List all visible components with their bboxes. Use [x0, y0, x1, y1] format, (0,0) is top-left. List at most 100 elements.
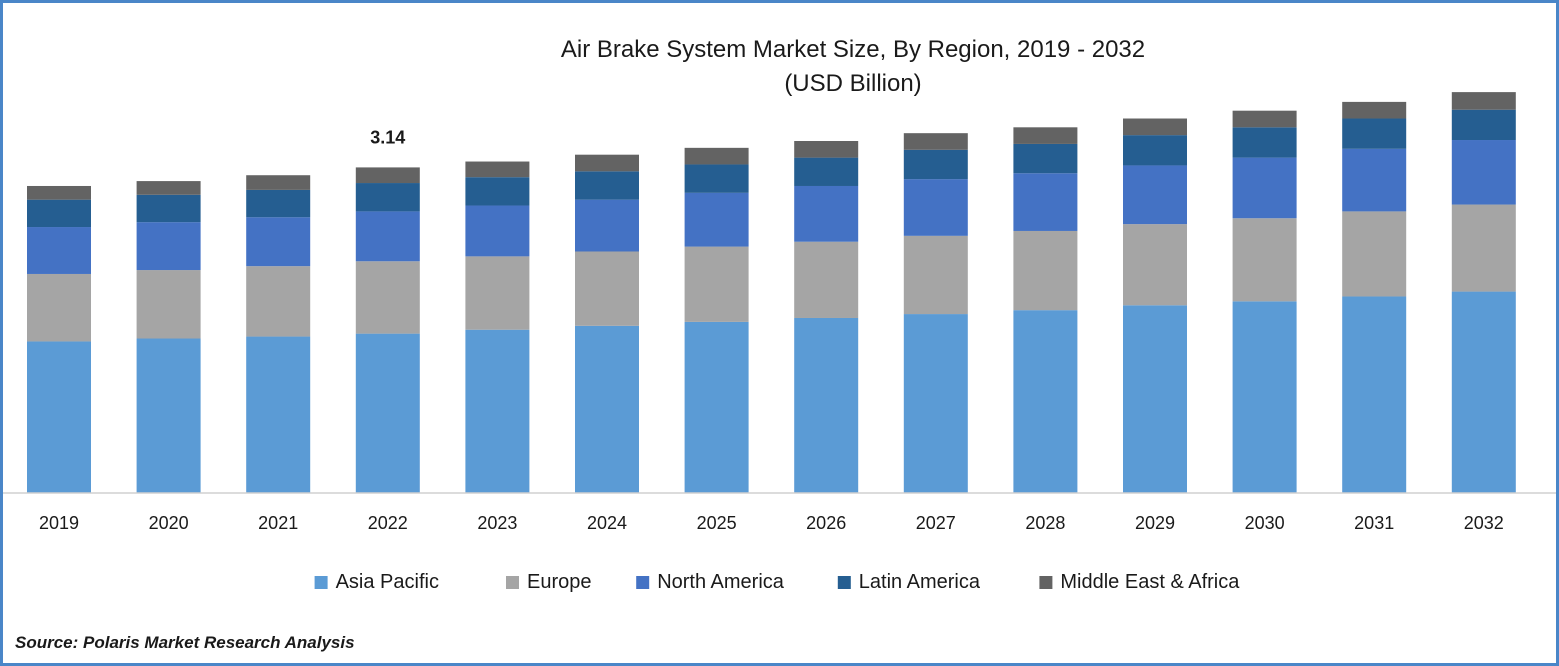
bar-2025-north-america — [684, 192, 749, 247]
bar-2028-latin-america — [1013, 143, 1078, 174]
x-tick-label: 2019 — [39, 513, 79, 533]
bar-2025-middle-east-africa — [684, 147, 749, 165]
source-note: Source: Polaris Market Research Analysis — [15, 633, 355, 652]
bar-2024-europe — [575, 251, 639, 326]
bar-2030-north-america — [1232, 157, 1297, 219]
stacked-bar-chart: Air Brake System Market Size, By Region,… — [3, 36, 1556, 652]
bar-2023-latin-america — [465, 177, 530, 206]
bar-2031-asia-pacific — [1342, 296, 1407, 493]
bar-2028-north-america — [1013, 173, 1078, 231]
bar-2028-europe — [1013, 230, 1078, 311]
bar-2032-middle-east-africa — [1451, 92, 1516, 110]
bar-2020-latin-america — [136, 194, 201, 223]
x-tick-label: 2031 — [1354, 513, 1394, 533]
x-tick-label: 2029 — [1135, 513, 1175, 533]
bar-2032-europe — [1451, 204, 1516, 292]
bar-2022-north-america — [355, 211, 420, 262]
bar-2021-europe — [246, 266, 311, 337]
bar-2025-europe — [684, 246, 749, 322]
legend-swatch-latin-america — [837, 576, 851, 589]
bar-2019-north-america — [27, 227, 91, 274]
bar-2027-middle-east-africa — [903, 133, 968, 150]
bar-2020-north-america — [136, 222, 201, 271]
chart-subtitle: (USD Billion) — [784, 70, 921, 97]
bar-2024-latin-america — [575, 171, 639, 200]
bar-2020-middle-east-africa — [136, 181, 201, 195]
x-axis-ticks: 2019 2020 2021 2022 2023 2024 2025 2026 2027 2028… — [39, 513, 1504, 533]
bar-2024-middle-east-africa — [575, 154, 639, 172]
bar-2021-asia-pacific — [246, 336, 311, 493]
x-tick-label: 2024 — [587, 513, 627, 533]
bar-2023-north-america — [465, 205, 530, 257]
bar-2025-asia-pacific — [684, 321, 749, 493]
x-tick-label: 2020 — [149, 513, 189, 533]
chart-title: Air Brake System Market Size, By Region,… — [561, 36, 1145, 63]
bar-2023-asia-pacific — [465, 329, 530, 493]
bar-2030-latin-america — [1232, 127, 1297, 158]
bar-2021-north-america — [246, 217, 311, 267]
bar-2027-asia-pacific — [903, 314, 968, 493]
bar-2019-europe — [27, 273, 91, 342]
x-tick-label: 2021 — [258, 513, 298, 533]
bar-2029-middle-east-africa — [1123, 118, 1187, 136]
bar-2024-asia-pacific — [575, 325, 639, 493]
bar-2022-europe — [355, 261, 420, 334]
x-tick-label: 2023 — [477, 513, 517, 533]
legend-label-europe: Europe — [527, 571, 592, 593]
bar-2023-middle-east-africa — [465, 161, 530, 178]
bar-2023-europe — [465, 256, 530, 330]
legend-swatch-europe — [506, 576, 519, 589]
bar-2026-north-america — [794, 185, 859, 242]
bar-2026-middle-east-africa — [794, 141, 859, 158]
bar-2021-middle-east-africa — [246, 175, 311, 190]
bar-2026-latin-america — [794, 157, 859, 186]
bar-2020-europe — [136, 270, 201, 339]
data-label-annotation: 3.14 — [370, 127, 405, 147]
legend-swatch-north-america — [636, 576, 650, 589]
bar-2029-north-america — [1123, 165, 1187, 225]
bar-2022-middle-east-africa — [355, 167, 420, 184]
x-tick-label: 2030 — [1245, 513, 1285, 533]
bar-2031-middle-east-africa — [1342, 101, 1407, 119]
bar-2030-europe — [1232, 218, 1297, 302]
bar-2028-middle-east-africa — [1013, 127, 1078, 144]
bar-2032-north-america — [1451, 140, 1516, 205]
legend-swatch-asia-pacific — [314, 576, 328, 589]
legend-swatch-middle-east-africa — [1039, 576, 1053, 589]
bar-2029-europe — [1123, 224, 1187, 306]
bar-2032-latin-america — [1451, 109, 1516, 141]
bar-2027-latin-america — [903, 149, 968, 180]
legend-label-latin-america: Latin America — [859, 571, 981, 593]
bar-2025-latin-america — [684, 164, 749, 193]
x-tick-label: 2032 — [1464, 513, 1504, 533]
bar-2022-latin-america — [355, 183, 420, 212]
bar-2022-asia-pacific — [355, 333, 420, 493]
bar-group — [27, 92, 1516, 493]
x-tick-label: 2028 — [1025, 513, 1065, 533]
bar-2030-middle-east-africa — [1232, 110, 1297, 128]
bar-2019-middle-east-africa — [27, 185, 91, 200]
bar-2031-europe — [1342, 211, 1407, 297]
bar-2026-europe — [794, 241, 859, 318]
bar-2029-asia-pacific — [1123, 305, 1187, 493]
bar-2024-north-america — [575, 199, 639, 252]
bar-2027-north-america — [903, 179, 968, 236]
x-tick-label: 2027 — [916, 513, 956, 533]
annotations: 3.14 — [370, 127, 405, 147]
bar-2028-asia-pacific — [1013, 310, 1078, 493]
x-tick-label: 2022 — [368, 513, 408, 533]
bar-2019-latin-america — [27, 199, 91, 228]
bar-2031-north-america — [1342, 148, 1407, 212]
bar-2021-latin-america — [246, 189, 311, 218]
bar-2019-asia-pacific — [27, 341, 91, 493]
bar-2026-asia-pacific — [794, 317, 859, 493]
x-tick-label: 2025 — [697, 513, 737, 533]
legend-label-asia-pacific: Asia Pacific — [336, 571, 439, 593]
bar-2027-europe — [903, 235, 968, 315]
x-tick-label: 2026 — [806, 513, 846, 533]
bar-2020-asia-pacific — [136, 338, 201, 493]
legend: Asia Pacific Europe North America Latin Ame… — [314, 571, 1240, 593]
bar-2031-latin-america — [1342, 118, 1407, 149]
legend-label-middle-east-africa: Middle East & Africa — [1060, 571, 1240, 593]
